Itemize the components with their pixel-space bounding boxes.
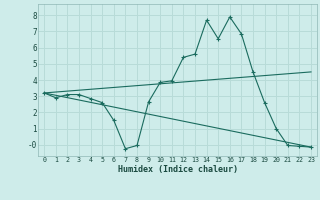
X-axis label: Humidex (Indice chaleur): Humidex (Indice chaleur)	[118, 165, 238, 174]
